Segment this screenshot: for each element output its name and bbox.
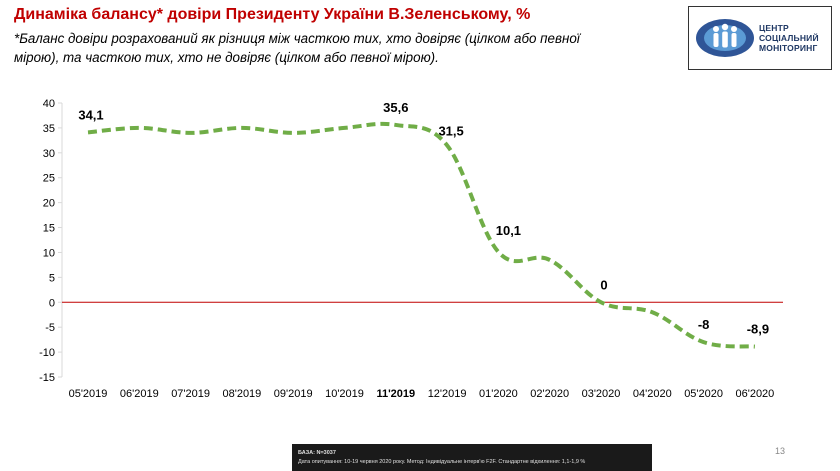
page-number: 13: [775, 446, 786, 456]
data-label: 10,1: [496, 223, 521, 238]
x-tick-label: 06'2020: [735, 388, 774, 400]
y-tick-label: -5: [45, 322, 55, 334]
x-tick-label: 02'2020: [530, 388, 569, 400]
x-tick-label: 06'2019: [120, 388, 159, 400]
x-tick-label: 11'2019: [376, 388, 415, 400]
y-tick-label: 0: [49, 297, 55, 309]
footer-details: Дата опитування: 10-19 червня 2020 року.…: [298, 459, 586, 465]
logo: ЦЕНТР СОЦІАЛЬНИЙ МОНІТОРИНГ: [688, 6, 832, 70]
logo-text: ЦЕНТР СОЦІАЛЬНИЙ МОНІТОРИНГ: [759, 23, 819, 53]
x-tick-label: 05'2019: [69, 388, 108, 400]
page-title: Динаміка балансу* довіри Президенту Укра…: [14, 6, 531, 23]
y-tick-label: 20: [43, 198, 55, 210]
x-tick-label: 05'2020: [684, 388, 723, 400]
y-tick-label: 25: [43, 173, 55, 185]
y-tick-label: 35: [43, 123, 55, 135]
logo-line-2: СОЦІАЛЬНИЙ: [759, 33, 819, 43]
x-tick-label: 08'2019: [222, 388, 261, 400]
data-label: -8: [698, 317, 710, 332]
series-line: [87, 121, 756, 349]
logo-emblem-icon: [696, 19, 754, 57]
balance-line-chart: 40 35 30 25 20 15 10 5 0 -5 -10 -15 05'2019 06'2019 07…: [39, 98, 783, 400]
x-tick-label: 07'2019: [171, 388, 210, 400]
x-tick-label: 09'2019: [274, 388, 313, 400]
logo-line-3: МОНІТОРИНГ: [759, 43, 818, 53]
y-tick-label: -15: [39, 372, 55, 384]
x-tick-label: 04'2020: [633, 388, 672, 400]
y-tick-label: 30: [43, 148, 55, 160]
data-label: 31,5: [438, 123, 463, 138]
x-tick-label: 01'2020: [479, 388, 518, 400]
y-tick-label: 40: [43, 98, 55, 110]
x-tick-label: 10'2019: [325, 388, 364, 400]
y-tick-label: 5: [49, 272, 55, 284]
logo-line-1: ЦЕНТР: [759, 23, 789, 33]
y-tick-label: 10: [43, 247, 55, 259]
y-tick-label: -10: [39, 347, 55, 359]
footer-base: БАЗА: N=3037: [298, 450, 336, 456]
data-label: -8,9: [747, 322, 769, 337]
data-label: 35,6: [383, 100, 408, 115]
x-tick-label: 12'2019: [428, 388, 467, 400]
data-label: 0: [600, 277, 607, 292]
page-subtitle: *Баланс довіри розрахований як різниця м…: [14, 31, 580, 65]
footer-bar: БАЗА: N=3037 Дата опитування: 10-19 черв…: [292, 444, 652, 471]
data-label: 34,1: [78, 107, 103, 122]
y-tick-label: 15: [43, 223, 55, 235]
x-tick-label: 03'2020: [582, 388, 621, 400]
